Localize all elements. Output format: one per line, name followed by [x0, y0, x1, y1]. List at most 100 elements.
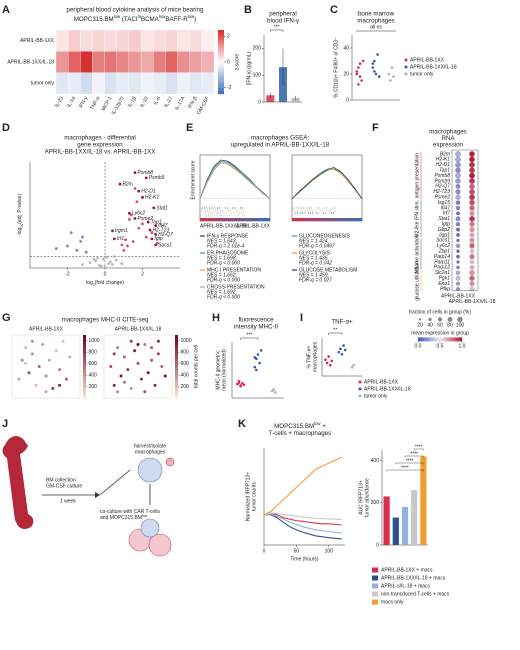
expression-dot [469, 243, 475, 249]
expression-dot [469, 162, 475, 168]
expression-dot [469, 281, 475, 287]
y-tick-label: 40 [343, 45, 349, 51]
significance: **** [415, 444, 423, 450]
cell-point [122, 355, 126, 359]
data-point [373, 59, 376, 63]
colorbar-step [83, 369, 86, 373]
size-legend-title: fraction of cells in group (%) [409, 310, 471, 316]
heatmap-cell [177, 51, 190, 73]
gene-point [127, 211, 131, 215]
expression-dot [455, 200, 461, 205]
expression-dot [469, 189, 475, 195]
data-point [330, 359, 334, 363]
series-line [263, 512, 342, 521]
expression-dot [469, 221, 475, 227]
data-point [111, 263, 114, 266]
cell-point [27, 371, 31, 375]
significance: *** [246, 332, 252, 338]
series-line [263, 513, 342, 534]
colorbar-step [453, 337, 456, 342]
colorbar-step [455, 337, 458, 342]
data-point [255, 368, 258, 372]
data-point [126, 244, 129, 248]
cell-point [119, 374, 123, 378]
colorbar-step [218, 46, 224, 50]
data-point [343, 348, 347, 352]
cell-point [24, 361, 28, 365]
title: expression [433, 142, 463, 149]
gene-label: Gbp2 [438, 227, 450, 233]
gene-point [154, 243, 158, 247]
title: TNF-α+ [331, 319, 353, 326]
heatmap-cell [92, 72, 105, 95]
gene-label: Ifi47 [158, 223, 168, 229]
data-point [112, 255, 116, 258]
colorbar-step [83, 350, 86, 355]
expression-dot [456, 249, 460, 253]
heatmap-cell [153, 51, 166, 73]
expression-dot [455, 194, 461, 200]
colorbar-step [218, 33, 224, 37]
heatmap-cell [80, 72, 93, 95]
arrow [99, 469, 131, 496]
data-point [99, 264, 103, 268]
text-part: T-cells + macrophages [269, 430, 331, 437]
text-part: -log [17, 227, 23, 236]
y-axis-label: macrophages [312, 341, 318, 372]
y-tick-label: 20 [343, 71, 349, 77]
colorbar-step [83, 353, 86, 358]
column-label: IL-1β [127, 96, 138, 109]
y-axis-label: -log10(adj. P-value) [17, 194, 24, 236]
rank-gradient [242, 218, 250, 221]
data-point [350, 366, 354, 369]
size-legend-label: 100 [456, 323, 465, 329]
data-point [75, 248, 79, 252]
colorbar-step [218, 84, 224, 88]
es-curve [199, 162, 271, 200]
heatmap-cell [80, 29, 93, 52]
plot-frame [11, 334, 81, 399]
step-text: GM-CSF culture [46, 483, 82, 489]
y-tick-label: 400 [371, 458, 380, 464]
expression-dot [455, 172, 461, 179]
ranking-label: APRIL-BB-1XX/IL-18 [200, 223, 247, 229]
column-label: APRIL-BB-1XX/IL-18 [449, 299, 496, 305]
colorbar-step [418, 337, 421, 342]
colorbar-step [175, 347, 178, 351]
gene-label: H2-Q7 [435, 184, 450, 190]
data-point [376, 53, 379, 56]
cell-point [139, 377, 143, 381]
gene-label: H2-D1 [436, 162, 451, 168]
gene-label: Slc2a1 [435, 270, 451, 276]
data-point [272, 388, 276, 391]
data-point [324, 358, 327, 362]
gene-label: Socs1 [436, 238, 450, 244]
colorbar-tick-label: 0 [227, 59, 230, 65]
data-point [120, 262, 124, 265]
bar [401, 507, 409, 545]
title: blood IFN-γ [267, 18, 300, 25]
pathway-fdr: FDR-q = 0.0497 [299, 244, 335, 250]
title: gene expression [77, 142, 123, 149]
legend-label: APRIL-BB-1XX/IL-18 + macs [381, 575, 446, 581]
panel-letter: H [212, 312, 220, 324]
colorbar-tick-label: 200 [89, 384, 98, 390]
data-point [66, 244, 69, 248]
expression-dot [456, 233, 460, 237]
gene-point [150, 237, 154, 241]
x-tick-label: 2 [141, 271, 144, 277]
cell-point [51, 387, 55, 391]
expression-dot [455, 281, 461, 286]
data-point [352, 363, 356, 367]
bar [392, 517, 399, 545]
heatmap-cell [189, 51, 202, 73]
colorbar-tick-label: 800 [181, 350, 190, 356]
gene-point [111, 229, 114, 233]
data-point [373, 70, 376, 73]
gene-label: Iigp1 [439, 232, 450, 238]
cell-point [153, 383, 157, 387]
bone-icon [2, 436, 34, 529]
legend-marker [404, 65, 408, 69]
subplot-title: APRIL-BB-1XX/IL-18 [115, 326, 162, 332]
rank-gradient [235, 218, 243, 221]
